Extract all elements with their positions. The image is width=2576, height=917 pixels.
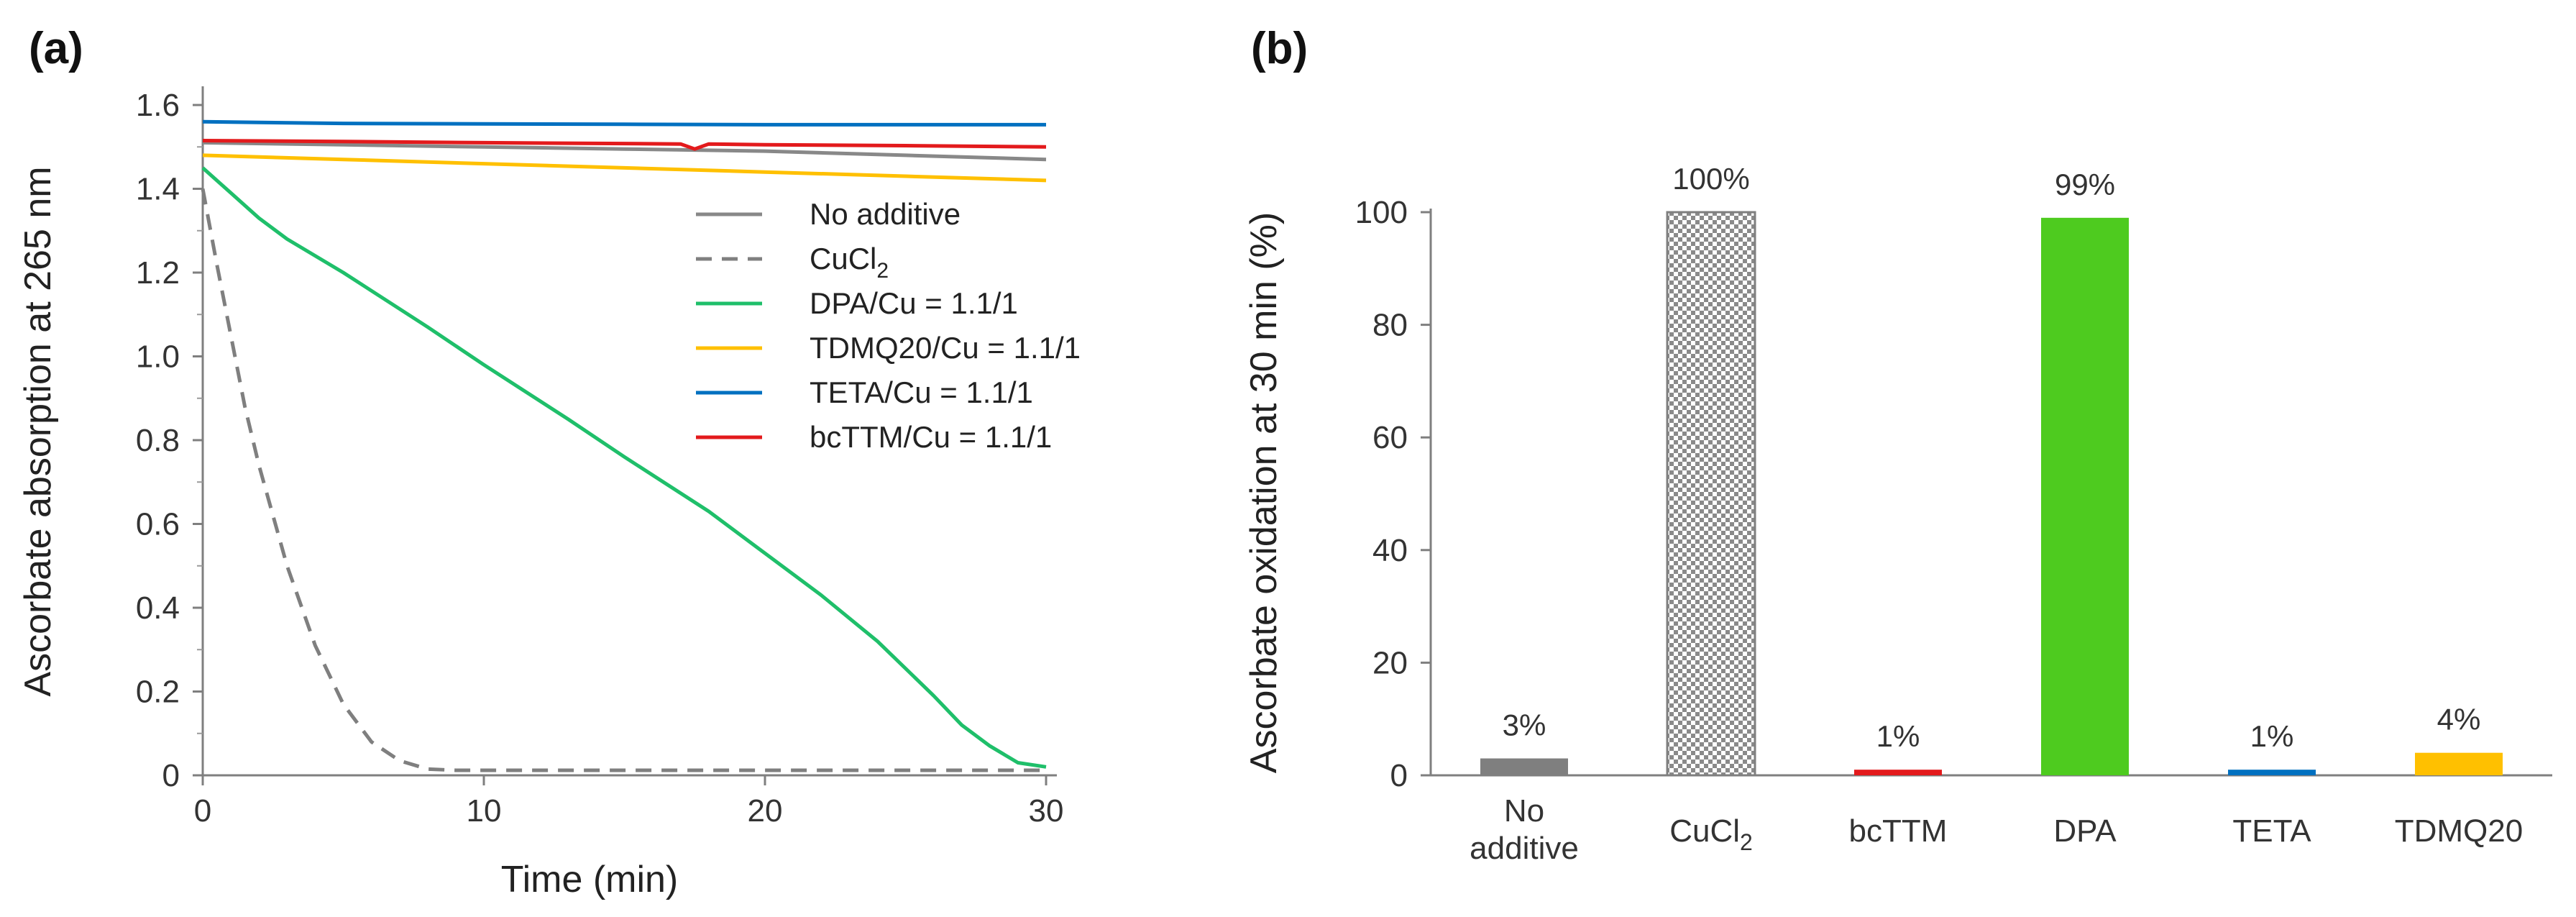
category-label: DPA xyxy=(2053,813,2117,849)
y-tick-label: 0 xyxy=(162,758,180,793)
legend-label: bcTTM/Cu = 1.1/1 xyxy=(810,420,1052,454)
series-line-teta-cu-1-1-1 xyxy=(202,119,1046,127)
y-tick-label: 0.8 xyxy=(136,423,180,458)
x-axis-title: Time (min) xyxy=(501,859,679,900)
y-tick-label: 40 xyxy=(1372,533,1408,568)
line-chart-panel: (a) 0 0.2 0.4 0.6 0.8 1.0 1.2 1.4 1.6 0 10 20 30 No… xyxy=(17,24,1081,900)
series-line-tdmq20-cu-1-1-1 xyxy=(202,153,1047,183)
y-tick-label: 0 xyxy=(1390,758,1408,793)
legend-label: TDMQ20/Cu = 1.1/1 xyxy=(810,331,1081,365)
legend-label: CuCl2 xyxy=(810,242,889,283)
y-tick-label: 1.6 xyxy=(136,88,180,123)
series-line-bcttm-cu-1-1-1 xyxy=(202,139,1047,151)
data-label: 99% xyxy=(2055,168,2115,201)
x-tick-label: 20 xyxy=(748,793,783,829)
data-label: 3% xyxy=(1503,708,1546,742)
y-tick-label: 0.6 xyxy=(136,507,180,542)
y-tick-label: 0.4 xyxy=(136,590,180,626)
category-label: TDMQ20 xyxy=(2395,813,2523,849)
bar-bcttm xyxy=(1854,770,1942,775)
panel-label-b: (b) xyxy=(1251,24,1308,73)
y-tick-label: 100 xyxy=(1355,195,1408,230)
category-label: TETA xyxy=(2232,813,2311,849)
bar-no-additive xyxy=(1480,758,1568,775)
bar-tdmq20 xyxy=(2415,752,2503,775)
series-line-no-additive xyxy=(202,140,1047,162)
bar-dpa xyxy=(2041,217,2129,776)
bar-cucl2 xyxy=(1666,211,1756,777)
series-line-dpa-cu-1-1-1 xyxy=(201,166,1047,769)
y-axis-title: Ascorbate absorption at 265 nm xyxy=(17,166,59,696)
x-tick-label: 0 xyxy=(194,793,211,829)
y-tick-label: 1.2 xyxy=(136,255,180,291)
category-label: additive xyxy=(1470,831,1579,866)
y-tick-label: 60 xyxy=(1372,420,1408,455)
legend-label: TETA/Cu = 1.1/1 xyxy=(810,375,1033,409)
x-tick-label: 10 xyxy=(467,793,502,829)
legend-label: DPA/Cu = 1.1/1 xyxy=(810,286,1018,320)
legend-label: No additive xyxy=(810,197,961,231)
data-label: 1% xyxy=(1876,719,1920,753)
category-label: bcTTM xyxy=(1849,813,1948,849)
series-line-cucl xyxy=(201,188,1046,772)
bar-chart-panel: (b) 0 20 40 60 80 100 3% 100% 1% 99% 1% 4% Noaddit… xyxy=(1243,24,2552,866)
category-label: CuCl2 xyxy=(1669,813,1753,855)
y-tick-label: 1.0 xyxy=(136,339,180,375)
data-label: 1% xyxy=(2250,719,2294,753)
y-tick-label: 20 xyxy=(1372,645,1408,680)
category-label: No xyxy=(1504,793,1544,829)
y-tick-label: 80 xyxy=(1372,308,1408,343)
data-label: 100% xyxy=(1672,162,1749,196)
bar-teta xyxy=(2228,770,2316,775)
y-tick-label: 0.2 xyxy=(136,675,180,710)
data-label: 4% xyxy=(2437,703,2481,736)
panel-label-a: (a) xyxy=(29,24,83,73)
y-axis-title: Ascorbate oxidation at 30 min (%) xyxy=(1243,212,1285,773)
x-tick-label: 30 xyxy=(1029,793,1064,829)
y-tick-label: 1.4 xyxy=(136,172,180,207)
